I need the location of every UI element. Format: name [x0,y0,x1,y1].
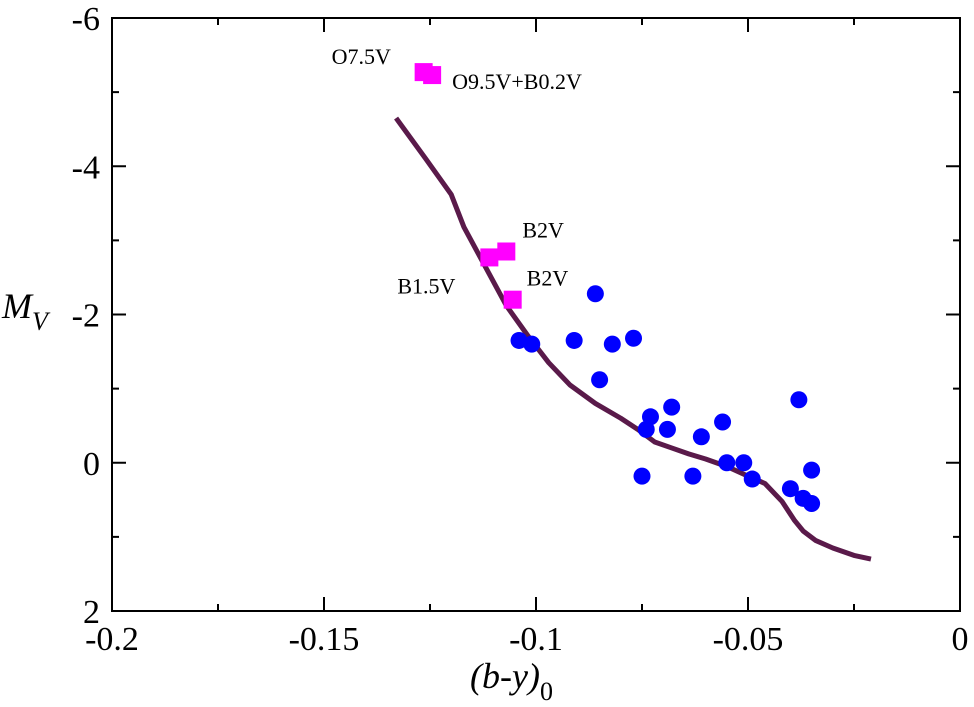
cluster-star-point [625,329,643,347]
axis-tick-labels: -0.2 -0.15 -0.1 -0.05 0 2 0 -2 -4 -6 [72,1,969,658]
spectroscopic-star-point [497,242,516,261]
spectral-type-label: B1.5V [397,273,455,298]
spectral-type-label: B2V [527,266,569,291]
cluster-star-point [781,480,799,498]
x-tick-label: -0.2 [85,621,139,658]
axis-ticks [111,17,961,612]
y-tick-label: -6 [72,1,100,38]
cluster-star-point [803,461,821,479]
cluster-star-point [692,428,710,446]
y-tick-label: 2 [83,594,100,631]
spectroscopic-star-point [503,290,522,309]
cluster-star-point [718,454,736,472]
spectral-type-label: B2V [522,217,564,242]
y-axis-title-main: M [1,286,34,326]
y-tick-label: -4 [72,149,100,186]
y-axis-title-sub: V [32,307,51,336]
spectral-type-label: O9.5V+B0.2V [452,69,582,94]
cluster-star-point [735,454,753,472]
y-axis-title: MV [1,286,51,336]
cluster-star-point [803,495,821,513]
cluster-star-point [591,371,609,389]
cluster-star-point [523,335,541,353]
x-tick-label: -0.15 [289,621,360,658]
cluster-star-point [663,398,681,416]
spectroscopic-star-point [423,66,442,85]
x-axis-title: (b-y)0 [470,656,553,706]
plot-frame [111,17,961,612]
y-tick-label: 0 [83,446,100,483]
cluster-star-point [684,467,702,485]
x-tick-label: 0 [952,621,969,658]
cluster-star-point [641,408,659,426]
x-axis-title-sub: 0 [540,677,553,706]
spectroscopic-star-point [480,248,499,267]
series-layer [394,63,872,562]
spectral-type-label: O7.5V [332,44,391,69]
cluster-star-point [603,335,621,353]
x-axis-title-main: (b-y) [470,656,540,696]
cluster-star-point [790,391,808,409]
cluster-star-point [714,413,732,431]
cluster-star-point [586,285,604,303]
cluster-star-point [658,420,676,438]
y-tick-label: -2 [72,298,100,335]
cluster-star-point [633,467,651,485]
cluster-star-point [565,331,583,349]
x-tick-label: -0.05 [713,621,784,658]
annotations: O7.5V O9.5V+B0.2V B1.5V B2V B2V [332,44,582,298]
cluster-star-point [743,470,761,488]
zams-line [394,116,872,562]
x-tick-label: -0.1 [509,621,563,658]
